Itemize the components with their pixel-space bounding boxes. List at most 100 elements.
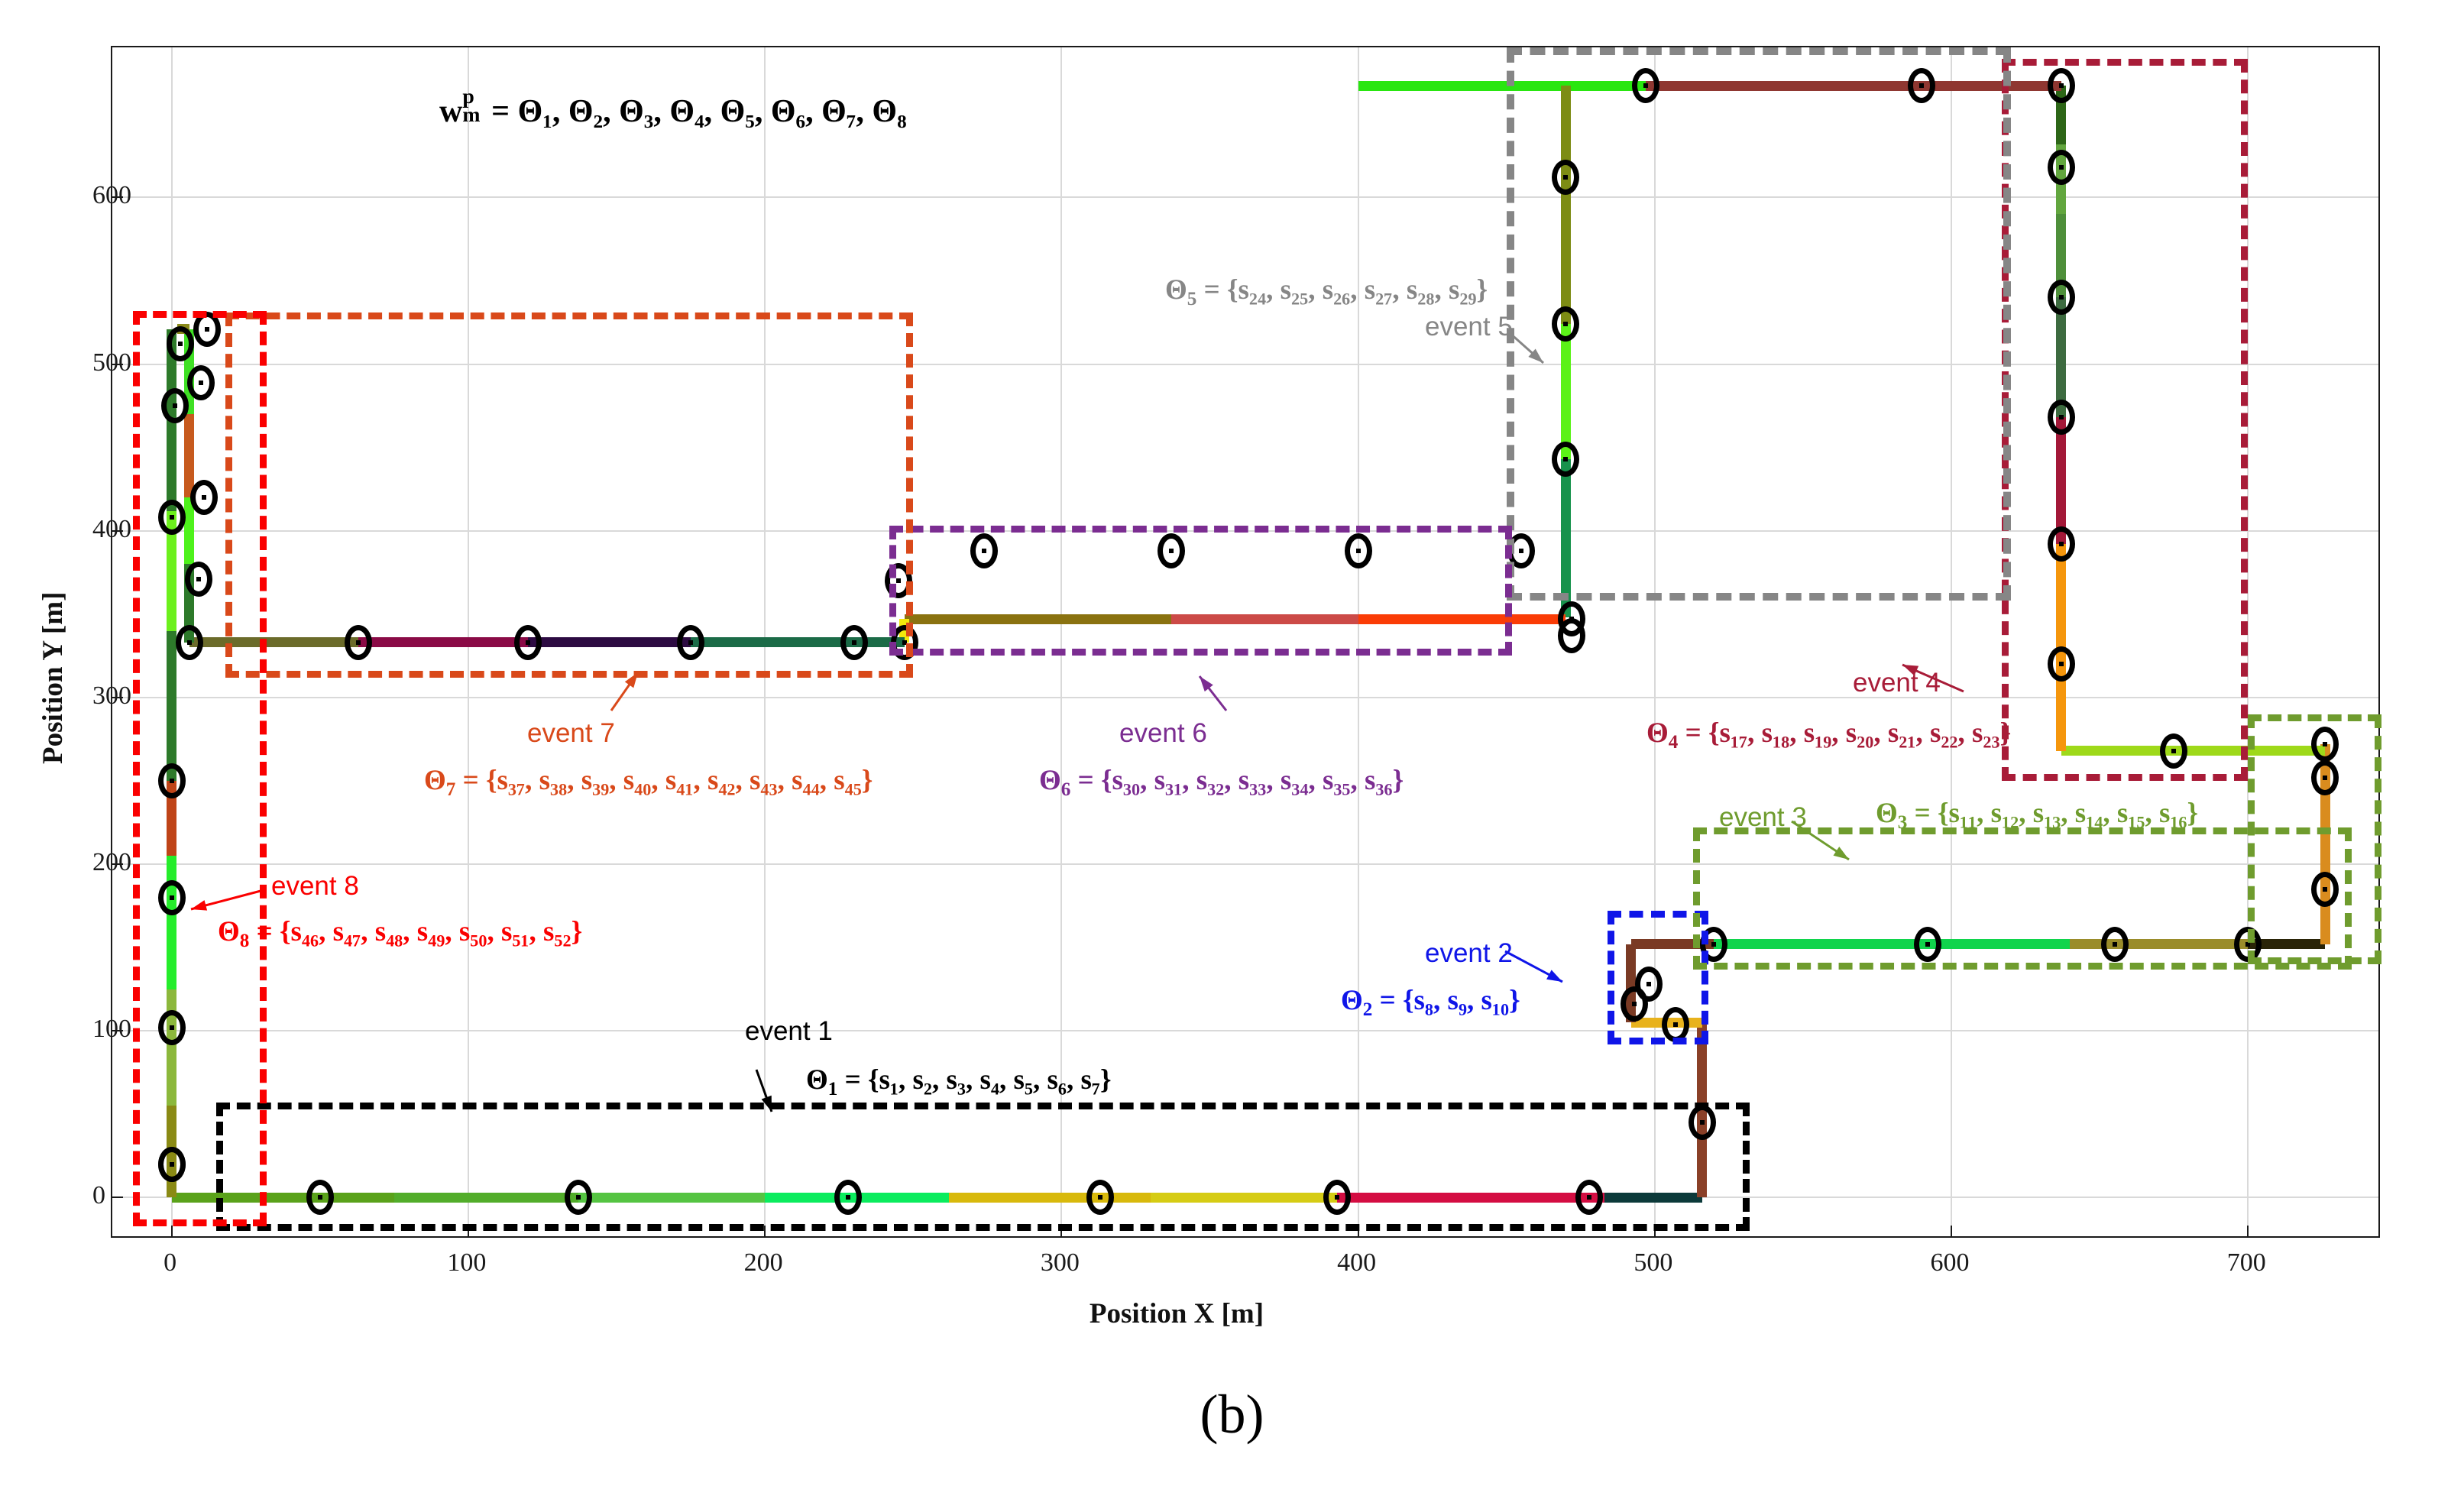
waypoint-marker: [345, 624, 373, 660]
waypoint-marker: [190, 480, 219, 516]
trajectory-segment: [167, 781, 177, 857]
waypoint-marker: [1086, 1180, 1114, 1216]
event-label-2: event 2: [1425, 938, 1513, 968]
tick-y: [112, 1030, 123, 1032]
waypoint-marker: [1635, 967, 1663, 1002]
event-set-3: Θ3 = {s₁₁, s₁₂, s₁₃, s₁₄, s₁₅, s₁₆}: [1876, 798, 2199, 834]
trajectory-segment: [984, 614, 1171, 624]
x-tick-label: 200: [743, 1248, 783, 1277]
plot-area: [111, 46, 2381, 1238]
waypoint-marker: [160, 388, 189, 424]
event-box-4: [2002, 59, 2249, 781]
x-tick-label: 100: [447, 1248, 487, 1277]
leader-arrow-8: [190, 889, 264, 911]
trajectory-segment: [393, 1192, 578, 1203]
event-label-4: event 4: [1853, 668, 1941, 698]
tick-y: [112, 863, 123, 866]
waypoint-marker: [970, 533, 999, 568]
trajectory-segment: [1560, 458, 1571, 565]
waypoint-marker: [187, 364, 215, 400]
trajectory-segment: [184, 497, 195, 565]
trajectory-segment: [1604, 1192, 1702, 1203]
trajectory-segment: [1714, 939, 1928, 950]
waypoint-marker: [1323, 1180, 1352, 1216]
trajectory-segment: [167, 630, 177, 689]
trajectory-segment: [2056, 417, 2067, 545]
leader-arrow-2: [1504, 950, 1563, 983]
waypoint-marker: [677, 624, 705, 660]
event-box-6: [889, 526, 1513, 656]
event-set-1: Θ1 = {s₁, s₂, s₃, s₄, s₅, s₆, s₇}: [806, 1064, 1112, 1100]
event-box-8: [133, 310, 267, 1226]
x-axis-title: Position X [m]: [1089, 1298, 1264, 1329]
waypoint-marker: [2047, 150, 2075, 186]
waypoint-marker: [513, 624, 542, 660]
trajectory-segment: [167, 1027, 177, 1106]
waypoint-marker: [1620, 986, 1648, 1022]
trajectory-segment: [527, 637, 691, 648]
waypoint-marker: [1575, 1180, 1604, 1216]
gridline-horizontal: [112, 363, 2378, 365]
tick-y: [112, 696, 123, 698]
trajectory-segment: [1560, 177, 1571, 325]
waypoint-marker: [2100, 926, 2129, 962]
leader-arrow-3: [1791, 820, 1850, 861]
event-box-3-inner: [2248, 714, 2381, 964]
x-tick-label: 600: [1930, 1248, 1970, 1277]
y-axis-title: Position Y [m]: [37, 591, 69, 764]
event-box-7: [225, 312, 914, 678]
trajectory-segment: [2248, 939, 2326, 950]
trajectory-segment: [1337, 1192, 1472, 1203]
tick-x: [1951, 1226, 1953, 1236]
x-tick-label: 0: [164, 1248, 177, 1277]
waypoint-marker: [1158, 533, 1185, 568]
waypoint-marker: [834, 1180, 862, 1216]
waypoint-marker: [564, 1180, 592, 1216]
trajectory-segment: [1630, 939, 1714, 950]
trajectory-segment: [1630, 1017, 1670, 1028]
event-box-1: [215, 1103, 1750, 1232]
waypoint-marker: [157, 500, 186, 536]
event-label-7: event 7: [527, 718, 615, 748]
trajectory-segment: [904, 614, 985, 624]
x-tick-label: 500: [1633, 1248, 1673, 1277]
gridline-horizontal: [112, 1030, 2378, 1032]
gridline-vertical: [2247, 47, 2249, 1236]
gridline-vertical: [1653, 47, 1656, 1236]
waypoint-marker: [2311, 759, 2339, 795]
waypoint-marker: [2047, 526, 2075, 562]
gridline-horizontal: [112, 863, 2378, 866]
waypoint-marker: [167, 326, 195, 362]
waypoint-marker: [2047, 68, 2075, 104]
event-box-2: [1607, 911, 1708, 1044]
waypoint-marker: [184, 562, 212, 597]
trajectory-segment: [1560, 324, 1571, 459]
leader-arrow-4: [1902, 663, 1964, 693]
trajectory-segment: [1560, 86, 1571, 178]
waypoint-marker: [2047, 646, 2075, 682]
trajectory-segment: [1521, 614, 1566, 624]
gridline-horizontal: [112, 696, 2378, 698]
waypoint-marker: [1632, 68, 1660, 104]
waypoint-marker: [157, 879, 186, 915]
event-set-2: Θ2 = {s₈, s₉, s₁₀}: [1341, 985, 1520, 1021]
tick-y: [112, 196, 123, 199]
trajectory-segment: [1171, 614, 1358, 624]
x-tick-label: 700: [2226, 1248, 2266, 1277]
event-label-6: event 6: [1119, 718, 1207, 748]
waypoint-marker: [2311, 871, 2339, 907]
leader-arrow-1: [755, 1069, 773, 1112]
trajectory-segment: [2056, 297, 2067, 418]
leader-arrow-6: [1198, 675, 1228, 711]
trajectory-segment: [1471, 1192, 1604, 1203]
waypoint-marker: [1552, 306, 1580, 342]
waypoint-marker: [1558, 618, 1586, 654]
tick-x: [2247, 1226, 2249, 1236]
gridline-horizontal: [112, 196, 2378, 199]
trajectory-segment: [184, 414, 195, 498]
leader-arrow-7: [610, 672, 639, 711]
event-set-6: Θ6 = {s₃₀, s₃₁, s₃₂, s₃₃, s₃₄, s₃₅, s₃₆}: [1039, 765, 1404, 801]
trajectory-segment: [1646, 80, 1833, 91]
trajectory-segment: [2056, 544, 2067, 645]
